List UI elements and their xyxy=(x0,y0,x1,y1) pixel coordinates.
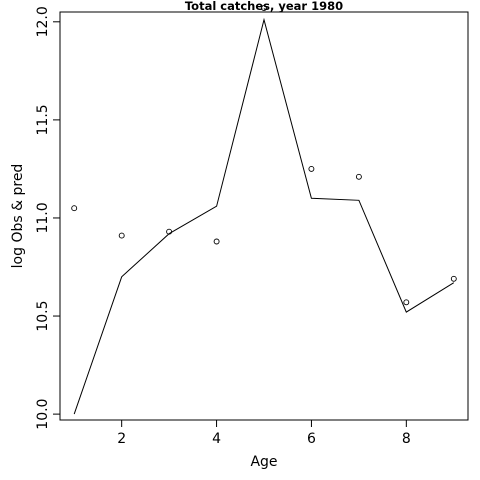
y-tick-label: 10.0 xyxy=(35,399,51,430)
data-point-observed xyxy=(403,299,410,306)
x-axis-label: Age xyxy=(250,454,277,470)
y-tick-label: 12.0 xyxy=(35,6,51,37)
y-tick-label: 11.0 xyxy=(35,202,51,233)
data-point-observed xyxy=(261,5,267,12)
data-point-observed xyxy=(308,165,315,172)
data-point-observed xyxy=(355,173,362,180)
y-tick-label: 10.5 xyxy=(35,300,51,331)
x-tick-label: 2 xyxy=(117,431,126,447)
y-tick-label: 11.5 xyxy=(35,104,51,135)
y-axis: 10.0 10.5 11.0 11.5 12.0 xyxy=(35,6,61,430)
x-tick-label: 6 xyxy=(307,431,316,447)
series-line-predicted xyxy=(73,17,455,415)
data-point-observed xyxy=(71,205,78,212)
y-axis-label: log Obs & pred xyxy=(10,164,26,269)
chart-title: Total catches, year 1980 xyxy=(185,0,343,13)
x-tick-label: 8 xyxy=(402,431,411,447)
x-axis: 2 4 6 8 xyxy=(117,419,411,447)
data-point-observed xyxy=(213,238,220,245)
x-tick-label: 4 xyxy=(212,431,221,447)
data-point-observed xyxy=(450,275,457,282)
data-point-observed xyxy=(118,232,125,239)
plot-frame xyxy=(59,11,469,421)
series-layer xyxy=(71,5,457,415)
